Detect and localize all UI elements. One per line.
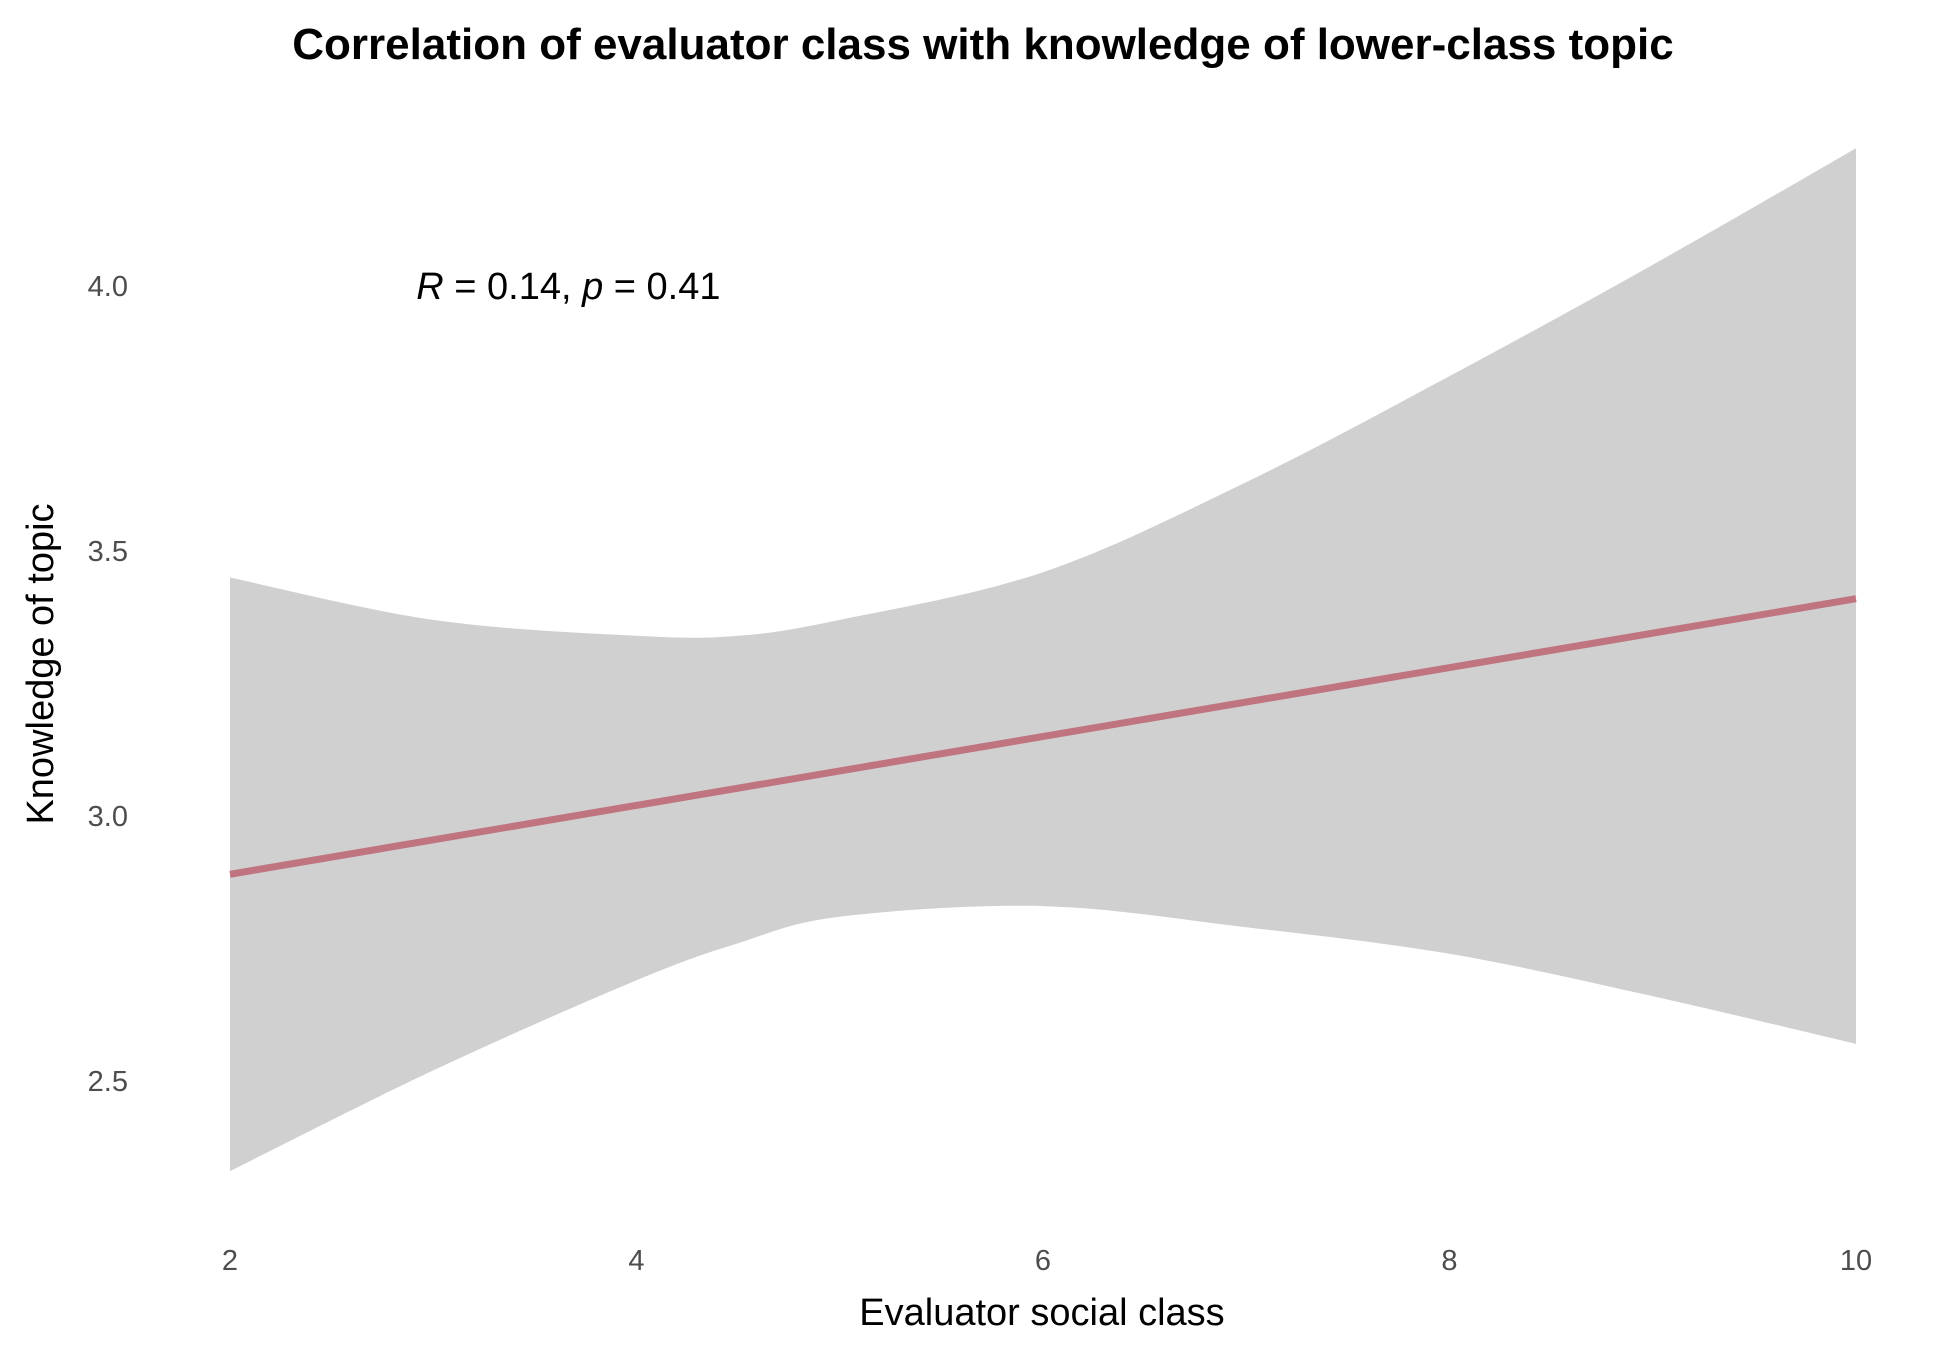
r-symbol: R [416, 266, 443, 308]
y-tick-label: 4.0 [88, 271, 128, 303]
regression-line [229, 595, 1857, 878]
y-tick-label: 3.5 [88, 536, 128, 568]
confidence-band [230, 148, 1856, 1172]
x-axis-ticks: 2 4 6 8 10 [222, 1245, 1872, 1277]
plot-area [229, 148, 1857, 1172]
x-tick-label: 6 [1035, 1245, 1051, 1277]
r-value-text: = 0.14, [444, 266, 582, 308]
x-tick-label: 8 [1441, 1245, 1457, 1277]
correlation-annotation: R = 0.14, p = 0.41 [416, 266, 720, 308]
chart-title: Correlation of evaluator class with know… [292, 20, 1673, 69]
x-tick-label: 4 [628, 1245, 644, 1277]
x-tick-label: 2 [222, 1245, 238, 1277]
x-tick-label: 10 [1840, 1245, 1872, 1277]
p-symbol: p [581, 266, 603, 308]
y-axis-label: Knowledge of topic [20, 503, 62, 824]
y-tick-label: 3.0 [88, 801, 128, 833]
x-axis-label: Evaluator social class [859, 1292, 1224, 1334]
y-tick-label: 2.5 [88, 1066, 128, 1098]
p-value-text: = 0.41 [603, 266, 720, 308]
y-axis-ticks: 2.5 3.0 3.5 4.0 [88, 271, 128, 1098]
